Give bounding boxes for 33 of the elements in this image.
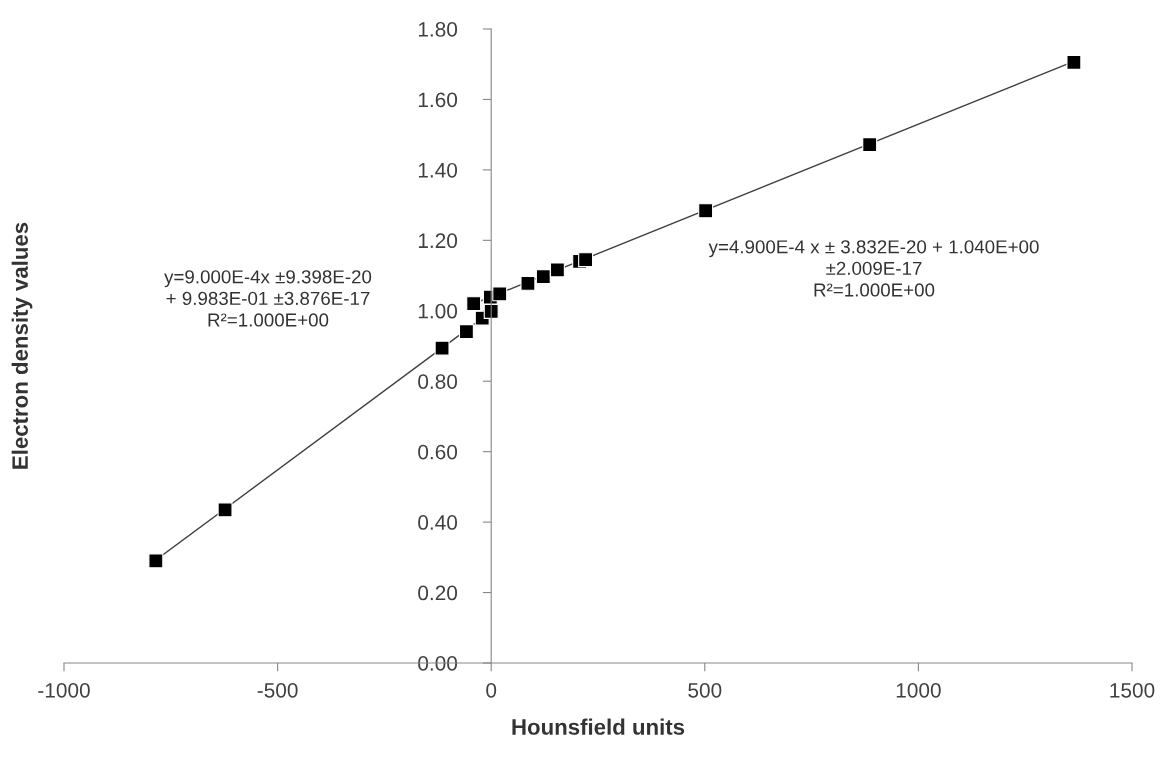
point [492,286,508,302]
point [698,203,714,219]
y-tick-label: 0.40 [418,515,458,530]
y-axis-title: Electron density values [11,222,33,469]
x-tick-label: 1500 [1110,682,1155,698]
x-tick-label: 0 [486,682,497,698]
point [549,262,565,278]
y-tick-label: 1.00 [418,303,458,319]
point [862,137,878,153]
y-tick-label: 0.60 [418,444,458,460]
point [458,324,474,340]
point [520,275,536,291]
x-tick-label: -1000 [38,682,90,698]
point [148,553,164,569]
point [466,296,482,312]
x-axis-title: Hounsfield units [512,718,685,735]
annotation: y=9.000E-4x ±9.398E-20 + 9.983E-01 ±3.876E-17 R²=1.000E+00 [164,270,372,327]
y-tick-label: 0.20 [418,585,458,601]
y-tick-label: 1.40 [418,162,458,178]
x-tick-label: -500 [257,682,298,698]
y-tick-label: 1.60 [418,92,458,108]
point [434,340,450,356]
point [1066,54,1082,70]
point [578,252,594,268]
annotation: y=4.900E-4 x ± 3.832E-20 + 1.040E+00 ±2.009E-17 R²=1.000E+00 [708,240,1039,297]
point [217,502,233,518]
y-tick-label: 1.80 [418,22,458,37]
point [535,269,551,285]
y-tick-label: 1.20 [418,233,458,249]
y-tick-label: 0.00 [418,656,458,671]
y-tick-label: 0.80 [418,374,458,389]
x-tick-label: 1000 [896,682,941,698]
x-tick-label: 500 [688,682,722,698]
